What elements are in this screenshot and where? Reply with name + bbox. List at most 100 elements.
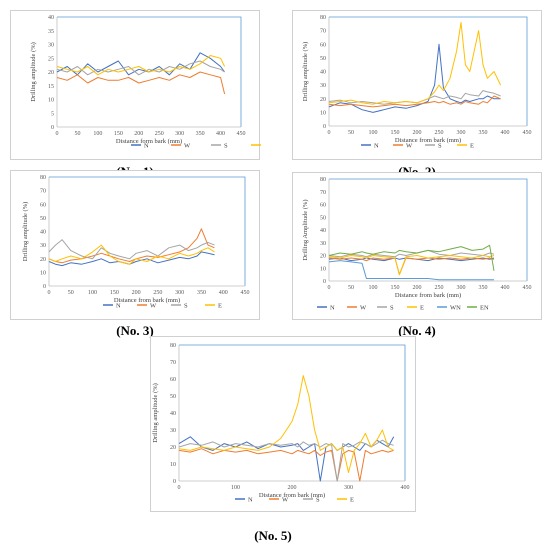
plot-frame bbox=[329, 178, 528, 281]
legend-label-e: E bbox=[420, 305, 424, 312]
x-tick-label: 200 bbox=[288, 485, 297, 491]
series-line-e bbox=[48, 244, 215, 265]
y-tick-label: 10 bbox=[320, 110, 326, 116]
y-tick-label: 0 bbox=[173, 479, 176, 485]
y-tick-label: 15 bbox=[48, 84, 54, 90]
x-axis-label: Distance from bark (mm) bbox=[114, 297, 180, 304]
y-tick-label: 20 bbox=[170, 445, 176, 451]
legend-label-e: E bbox=[218, 303, 222, 310]
y-tick-label: 30 bbox=[40, 243, 46, 249]
x-tick-label: 400 bbox=[501, 130, 510, 136]
x-axis-label: Distance from bark (mm) bbox=[395, 137, 461, 144]
chart-panel-1: 0 5 10 15 20 25 30 35 40 0 50 100 150 200 250 300 350 400… bbox=[10, 10, 261, 160]
y-tick-label: 0 bbox=[323, 124, 326, 130]
y-axis-label: Drilling amplitude (%) bbox=[30, 42, 37, 102]
x-tick-label: 150 bbox=[114, 131, 123, 137]
x-tick-label: 200 bbox=[413, 285, 422, 291]
x-tick-label: 250 bbox=[155, 131, 164, 137]
y-tick-label: 70 bbox=[320, 190, 326, 196]
legend-label-n: N bbox=[248, 497, 253, 504]
y-tick-label: 80 bbox=[320, 177, 326, 183]
y-tick-label: 80 bbox=[40, 175, 46, 181]
x-tick-label: 300 bbox=[457, 130, 466, 136]
y-tick-label: 30 bbox=[320, 83, 326, 89]
x-tick-label: 0 bbox=[56, 131, 59, 137]
y-tick-label: 50 bbox=[40, 216, 46, 222]
x-tick-label: 350 bbox=[479, 285, 488, 291]
y-tick-label: 0 bbox=[323, 279, 326, 285]
y-tick-label: 10 bbox=[48, 98, 54, 104]
x-tick-label: 250 bbox=[435, 285, 444, 291]
x-tick-label: 100 bbox=[231, 485, 240, 491]
y-tick-label: 30 bbox=[170, 428, 176, 434]
x-tick-label: 300 bbox=[175, 290, 184, 296]
x-tick-label: 400 bbox=[216, 131, 225, 137]
plot-frame bbox=[57, 16, 242, 127]
x-tick-label: 0 bbox=[48, 290, 51, 296]
chart-no2: 0 10 20 30 40 50 60 70 80 0 50 100 150 200 250 300 350 40… bbox=[302, 15, 532, 150]
y-tick-label: 20 bbox=[320, 97, 326, 103]
x-tick-label: 150 bbox=[110, 290, 119, 296]
y-tick-label: 70 bbox=[40, 189, 46, 195]
series-line-wn bbox=[328, 260, 494, 281]
x-tick-label: 200 bbox=[413, 130, 422, 136]
y-axis-label: Drilling Amplitude (%) bbox=[302, 199, 309, 260]
y-tick-label: 30 bbox=[320, 241, 326, 247]
x-tick-label: 300 bbox=[457, 285, 466, 291]
chart-no3: 0 10 20 30 40 50 60 70 80 0 50 100 150 200 250 300 350 40… bbox=[22, 175, 250, 310]
x-tick-label: 0 bbox=[178, 485, 181, 491]
legend-label-s: S bbox=[438, 143, 442, 150]
series-line-n bbox=[48, 251, 215, 267]
x-tick-label: 100 bbox=[369, 130, 378, 136]
chart-panel-3: 0 10 20 30 40 50 60 70 80 0 50 100 150 200 250 300 350 40… bbox=[10, 170, 260, 320]
x-tick-label: 250 bbox=[153, 290, 162, 296]
x-tick-label: 300 bbox=[344, 485, 353, 491]
legend-label-s: S bbox=[390, 305, 394, 312]
y-tick-label: 70 bbox=[170, 360, 176, 366]
y-tick-label: 10 bbox=[40, 270, 46, 276]
y-tick-label: 40 bbox=[40, 230, 46, 236]
series-line-w bbox=[328, 95, 501, 108]
legend-label-n: N bbox=[330, 305, 335, 312]
x-tick-label: 50 bbox=[68, 290, 74, 296]
legend-label-w: W bbox=[406, 143, 413, 150]
y-tick-label: 5 bbox=[51, 111, 54, 117]
series-line-n bbox=[56, 52, 226, 76]
x-tick-label: 350 bbox=[479, 130, 488, 136]
legend-label-n: N bbox=[116, 303, 121, 310]
legend-label-en: EN bbox=[480, 305, 489, 312]
legend-label-w: W bbox=[184, 143, 191, 150]
series-line-w bbox=[178, 448, 394, 482]
x-tick-label: 400 bbox=[219, 290, 228, 296]
x-axis-label: Distance form bark (mm) bbox=[116, 138, 182, 145]
y-tick-label: 60 bbox=[320, 42, 326, 48]
legend-label-s: S bbox=[184, 303, 188, 310]
caption-no5: (No. 5) bbox=[254, 528, 292, 543]
x-tick-label: 100 bbox=[369, 285, 378, 291]
x-tick-label: 50 bbox=[348, 130, 354, 136]
series-line-s bbox=[178, 439, 394, 482]
chart-panel-2: 0 10 20 30 40 50 60 70 80 0 50 100 150 200 250 300 350 40… bbox=[292, 10, 542, 160]
y-tick-label: 70 bbox=[320, 29, 326, 35]
y-tick-label: 0 bbox=[43, 284, 46, 290]
plot-frame bbox=[329, 16, 528, 126]
series-line-e bbox=[328, 22, 502, 105]
y-tick-label: 40 bbox=[320, 228, 326, 234]
x-tick-label: 100 bbox=[93, 131, 102, 137]
y-tick-label: 0 bbox=[51, 125, 54, 131]
y-tick-label: 30 bbox=[48, 43, 54, 49]
x-tick-label: 250 bbox=[435, 130, 444, 136]
x-tick-label: 450 bbox=[523, 285, 532, 291]
y-tick-label: 35 bbox=[48, 29, 54, 35]
y-tick-label: 10 bbox=[320, 266, 326, 272]
chart-panel-4: 0 10 20 30 40 50 60 70 80 0 50 100 150 200 250 300 350 40… bbox=[292, 172, 542, 320]
y-axis-label: Drilling amplitude (%) bbox=[302, 42, 309, 102]
legend-label-w: W bbox=[282, 497, 289, 504]
series-line-w bbox=[56, 71, 226, 95]
x-tick-label: 0 bbox=[328, 130, 331, 136]
series-line-s bbox=[328, 90, 501, 105]
x-tick-label: 200 bbox=[132, 290, 141, 296]
x-tick-label: 350 bbox=[196, 131, 205, 137]
x-tick-label: 450 bbox=[241, 290, 250, 296]
chart-no4: 0 10 20 30 40 50 60 70 80 0 50 100 150 200 250 300 350 40… bbox=[302, 177, 532, 312]
